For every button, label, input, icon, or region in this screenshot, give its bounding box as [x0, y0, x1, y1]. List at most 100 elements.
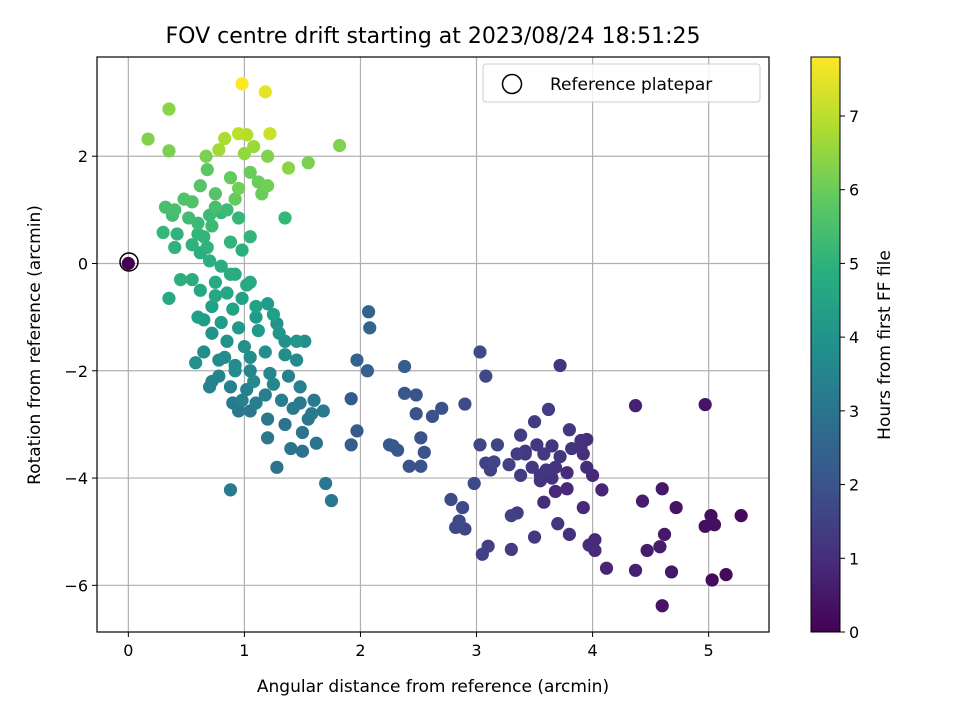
data-point	[307, 393, 321, 407]
data-point	[553, 450, 567, 464]
legend: Reference platepar	[482, 63, 761, 103]
data-point	[360, 364, 375, 378]
data-point	[205, 326, 219, 340]
data-point	[344, 392, 358, 406]
y-tick-label: −4	[64, 469, 88, 488]
data-point	[514, 468, 528, 482]
colorbar-tick-label: 2	[849, 476, 859, 495]
data-point	[200, 163, 214, 177]
data-point	[208, 289, 222, 303]
data-point	[657, 527, 672, 541]
data-point	[560, 482, 574, 496]
data-point	[467, 476, 481, 491]
y-axis-label: Rotation from reference (arcmin)	[25, 205, 45, 485]
data-point	[205, 219, 219, 233]
colorbar	[810, 56, 841, 633]
colorbar-tick-label: 1	[849, 549, 859, 568]
data-point	[162, 102, 176, 116]
data-point	[249, 310, 263, 324]
data-point	[553, 358, 567, 373]
data-point	[243, 165, 257, 179]
data-point	[240, 278, 254, 292]
legend-label: Reference platepar	[550, 75, 712, 95]
data-point	[545, 439, 559, 453]
x-tick-label: 4	[587, 641, 597, 660]
data-point	[473, 438, 487, 452]
y-tick-label: 2	[78, 147, 88, 166]
data-point	[319, 476, 333, 491]
chart-title: FOV centre drift starting at 2023/08/24 …	[166, 24, 701, 49]
data-point	[449, 520, 463, 535]
data-point	[514, 428, 528, 442]
grid-lines	[97, 57, 769, 632]
y-tick-label: 0	[78, 255, 88, 274]
data-point	[258, 345, 272, 359]
data-point	[414, 459, 428, 473]
data-point	[655, 482, 669, 496]
data-point	[455, 500, 470, 515]
data-point	[698, 397, 712, 412]
data-point	[473, 345, 487, 359]
data-point	[220, 334, 234, 348]
data-point	[541, 402, 556, 417]
data-point	[205, 299, 219, 314]
data-point	[220, 203, 234, 217]
data-point	[261, 149, 275, 163]
data-point	[397, 359, 412, 374]
scatter-points	[121, 77, 748, 613]
data-point	[525, 460, 539, 474]
y-tick-label: −2	[64, 362, 88, 381]
data-point	[719, 568, 733, 582]
data-point	[208, 187, 222, 201]
data-point	[599, 561, 614, 575]
data-point	[527, 415, 542, 429]
data-point	[237, 146, 251, 161]
data-point	[290, 353, 304, 367]
reference-data-point	[121, 256, 135, 271]
colorbar-ticks: 0 1 2 3 4 5 6 7	[840, 107, 859, 642]
data-point	[249, 299, 263, 314]
data-point	[533, 468, 547, 482]
data-point	[560, 466, 574, 480]
colorbar-tick-label: 4	[849, 328, 859, 347]
data-point	[278, 211, 292, 225]
data-point	[235, 77, 249, 91]
data-point	[481, 539, 495, 553]
data-point	[290, 334, 304, 348]
data-point	[251, 323, 265, 338]
data-point	[295, 425, 310, 440]
data-point	[261, 431, 275, 445]
data-point	[361, 305, 376, 319]
x-tick-label: 1	[239, 641, 249, 660]
data-point	[231, 321, 246, 335]
data-point	[226, 302, 240, 316]
data-point	[565, 441, 579, 456]
data-point	[223, 171, 238, 185]
data-point	[266, 307, 281, 322]
data-point	[220, 286, 234, 300]
data-point	[305, 407, 319, 421]
data-point	[249, 396, 263, 410]
data-point	[705, 573, 719, 587]
data-point	[363, 321, 377, 335]
data-point	[141, 132, 155, 146]
data-point	[435, 401, 449, 415]
data-point	[301, 156, 315, 170]
data-point	[309, 436, 323, 450]
data-point	[562, 527, 576, 541]
x-axis-label: Angular distance from reference (arcmin)	[257, 677, 609, 697]
data-point	[263, 366, 277, 381]
data-point	[158, 200, 173, 214]
data-point	[263, 127, 277, 141]
data-point	[202, 254, 217, 268]
data-point	[664, 565, 679, 579]
colorbar-tick-label: 7	[849, 107, 859, 126]
data-point	[200, 240, 214, 255]
data-point	[270, 460, 284, 474]
data-point	[261, 179, 275, 193]
data-point	[208, 200, 222, 214]
data-point	[228, 364, 242, 378]
data-point	[223, 267, 238, 281]
data-point	[669, 500, 683, 515]
